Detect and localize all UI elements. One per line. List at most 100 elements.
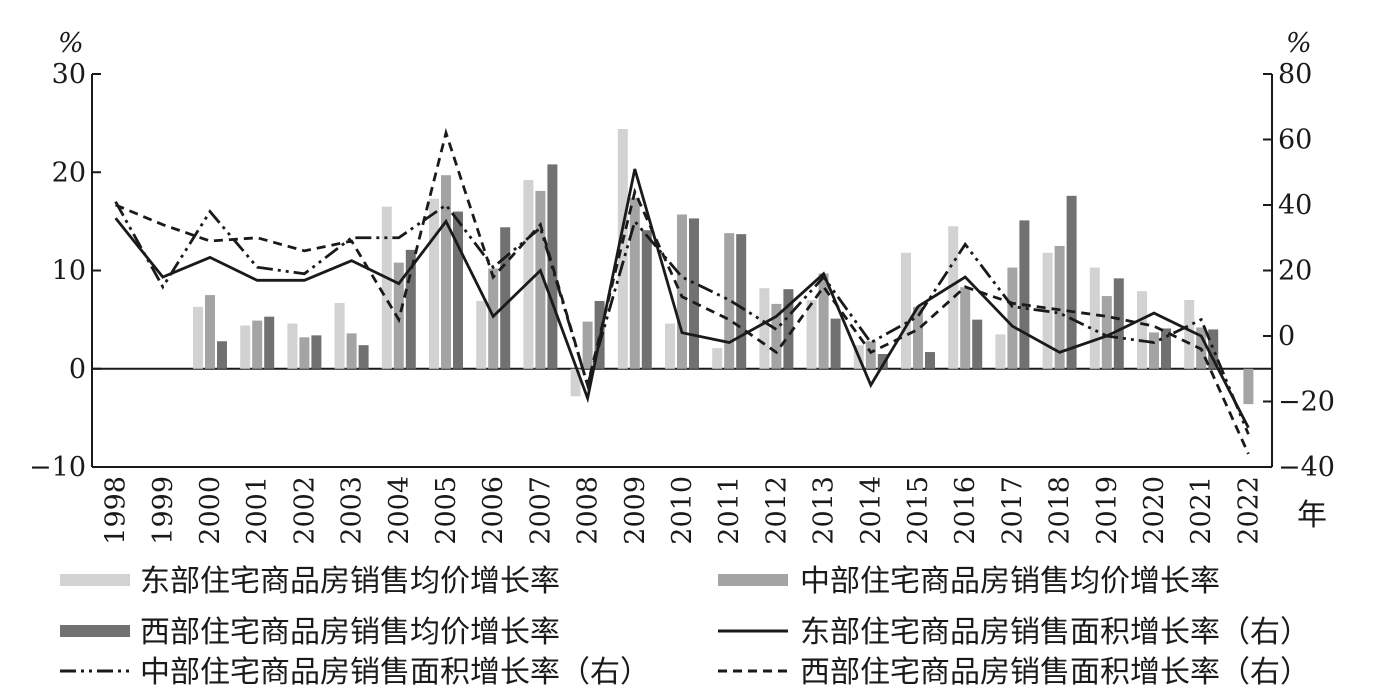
bar bbox=[1161, 328, 1171, 369]
left-tick-label: 0 bbox=[69, 354, 86, 385]
x-tick-label: 2017 bbox=[997, 476, 1028, 545]
bar bbox=[972, 319, 983, 369]
bar bbox=[346, 333, 357, 369]
bar bbox=[865, 341, 876, 369]
bar bbox=[358, 345, 369, 369]
bar bbox=[393, 262, 404, 369]
bar bbox=[617, 129, 628, 369]
bar bbox=[1066, 195, 1077, 369]
legend: 东部住宅商品房销售均价增长率 中部住宅商品房销售均价增长率西部住宅商品房销售均价增… bbox=[60, 564, 1310, 690]
bar bbox=[1019, 220, 1030, 369]
bar bbox=[948, 226, 959, 369]
bar bbox=[582, 321, 593, 369]
right-tick-label: −40 bbox=[1278, 452, 1335, 483]
bar bbox=[759, 288, 770, 369]
bar bbox=[665, 323, 675, 369]
left-tick-label: −10 bbox=[29, 452, 86, 483]
bar bbox=[523, 180, 534, 369]
bar bbox=[830, 318, 841, 369]
bar bbox=[736, 234, 747, 369]
x-tick-label: 2021 bbox=[1186, 476, 1217, 545]
legend-label: 东部住宅商品房销售面积增长率（右） bbox=[800, 615, 1310, 650]
right-tick-label: 40 bbox=[1278, 190, 1312, 221]
bar bbox=[901, 252, 911, 369]
left-tick-label: 10 bbox=[52, 256, 86, 287]
bar bbox=[441, 175, 451, 369]
x-tick-label: 2011 bbox=[714, 476, 745, 545]
x-tick-label: 2019 bbox=[1092, 476, 1123, 545]
right-tick-label: 20 bbox=[1278, 256, 1312, 287]
bar bbox=[1089, 267, 1100, 369]
right-tick-label: 80 bbox=[1278, 59, 1312, 90]
x-tick-label: 2013 bbox=[809, 476, 840, 545]
legend-swatch bbox=[60, 574, 130, 586]
bar bbox=[311, 335, 322, 369]
x-tick-label: 2016 bbox=[950, 476, 981, 545]
legend-swatch bbox=[718, 574, 788, 586]
series-line bbox=[114, 168, 1250, 429]
bar bbox=[1184, 299, 1195, 369]
bar bbox=[535, 190, 546, 369]
x-tick-label: 1998 bbox=[101, 476, 132, 545]
x-tick-label: 2010 bbox=[667, 476, 698, 545]
left-tick-label: 30 bbox=[52, 59, 86, 90]
bar bbox=[240, 325, 251, 369]
bar bbox=[724, 233, 735, 369]
left-axis-unit: % bbox=[58, 28, 84, 59]
x-tick-label: 2012 bbox=[761, 476, 792, 545]
bar bbox=[299, 337, 310, 369]
left-tick-label: 20 bbox=[52, 157, 86, 188]
x-tick-label: 2018 bbox=[1045, 476, 1076, 545]
bar bbox=[641, 230, 652, 369]
bar bbox=[287, 323, 298, 369]
bar bbox=[500, 227, 511, 369]
x-tick-label: 2007 bbox=[525, 476, 556, 545]
bar bbox=[771, 303, 782, 369]
x-tick-label: 2003 bbox=[337, 476, 368, 545]
right-tick-label: −20 bbox=[1278, 387, 1335, 418]
bar bbox=[488, 268, 499, 369]
bar bbox=[381, 206, 392, 369]
bar bbox=[818, 273, 829, 369]
bar bbox=[429, 198, 439, 369]
legend-label: 中部住宅商品房销售均价增长率 bbox=[800, 564, 1220, 599]
bar bbox=[252, 320, 263, 369]
x-tick-label: 2000 bbox=[195, 476, 226, 545]
bar bbox=[806, 299, 817, 369]
series-line bbox=[114, 201, 1250, 435]
bar bbox=[205, 295, 215, 369]
legend-label: 东部住宅商品房销售均价增长率 bbox=[140, 564, 560, 599]
bar bbox=[629, 197, 640, 369]
bar bbox=[689, 218, 699, 369]
bar bbox=[995, 334, 1006, 369]
right-tick-label: 0 bbox=[1278, 321, 1295, 352]
tick-labels: −10 0 10 20 30% −40 −20 0 20 40 60 80% 1998 1999 2000 2… bbox=[29, 28, 1335, 545]
x-tick-label: 2020 bbox=[1139, 476, 1170, 545]
bar bbox=[1101, 296, 1112, 369]
legend-label: 西部住宅商品房销售均价增长率 bbox=[140, 615, 560, 650]
x-tick-label: 2002 bbox=[289, 476, 320, 545]
bar bbox=[193, 306, 203, 369]
bar bbox=[712, 348, 723, 369]
bar bbox=[1007, 267, 1018, 369]
bar bbox=[264, 316, 275, 369]
line-marks bbox=[114, 127, 1250, 455]
bar bbox=[1149, 332, 1159, 369]
legend-swatch bbox=[60, 625, 130, 637]
right-tick-label: 60 bbox=[1278, 125, 1312, 156]
x-tick-label: 2008 bbox=[573, 476, 604, 545]
bar bbox=[1243, 368, 1254, 405]
bar bbox=[217, 341, 227, 369]
bar bbox=[877, 354, 888, 369]
bar bbox=[570, 368, 581, 397]
bar bbox=[925, 352, 935, 369]
bar bbox=[476, 300, 487, 369]
x-tick-label: 2022 bbox=[1233, 476, 1264, 545]
legend-label: 中部住宅商品房销售面积增长率（右） bbox=[140, 655, 650, 690]
bar bbox=[334, 302, 345, 369]
x-tick-label: 2006 bbox=[478, 476, 509, 545]
right-axis-unit: % bbox=[1286, 28, 1312, 59]
bar bbox=[405, 249, 416, 369]
x-tick-label: 2015 bbox=[903, 476, 934, 545]
